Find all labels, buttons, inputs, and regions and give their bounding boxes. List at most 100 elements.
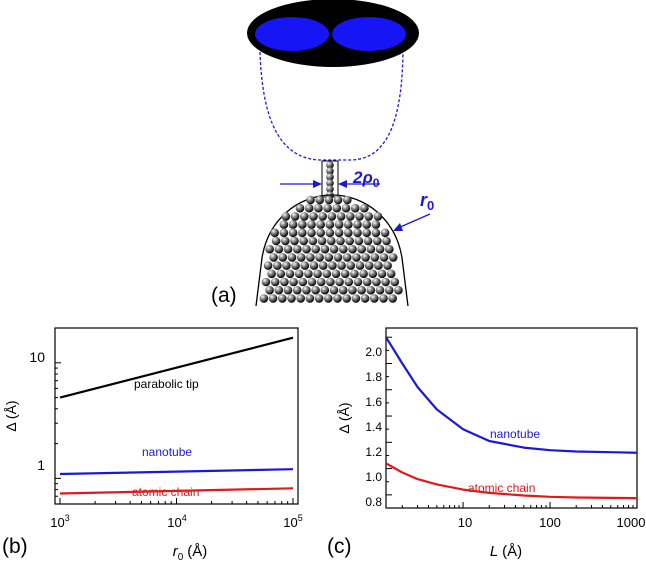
atom — [373, 236, 382, 246]
atom — [332, 203, 342, 213]
atom — [311, 244, 321, 254]
atom — [384, 285, 394, 295]
atom — [352, 253, 361, 262]
atom — [299, 236, 309, 246]
atom — [281, 236, 290, 246]
r0-arrowhead — [393, 223, 403, 231]
atom — [315, 253, 324, 262]
atom — [279, 220, 289, 229]
emission-spot-right — [332, 17, 406, 51]
atom — [318, 212, 328, 221]
atom — [370, 294, 379, 303]
atom — [373, 212, 383, 221]
atom — [296, 294, 306, 303]
atom — [261, 277, 271, 287]
atom — [324, 253, 334, 262]
panel-b-ylabel: Δ (Å) — [3, 400, 19, 431]
atom — [300, 212, 309, 221]
atom — [307, 220, 316, 229]
atom — [309, 261, 319, 270]
atom — [343, 195, 352, 205]
atom — [276, 269, 286, 279]
atom — [374, 261, 383, 270]
atom — [265, 285, 274, 295]
panel-c-xtick-1000: 1000 — [617, 515, 646, 530]
atom — [292, 285, 302, 295]
atom — [380, 228, 390, 238]
atom — [394, 285, 403, 295]
atom — [316, 228, 326, 238]
atom — [327, 212, 337, 221]
atom — [388, 253, 398, 262]
atom — [336, 212, 346, 221]
beam-envelope — [259, 51, 404, 161]
atom — [327, 236, 336, 246]
r0-arrow — [397, 213, 431, 229]
atom — [361, 253, 370, 262]
atom — [362, 228, 372, 238]
atom — [313, 269, 322, 279]
atom — [357, 285, 366, 295]
atom — [269, 253, 278, 262]
atom — [300, 261, 310, 270]
atom — [298, 220, 307, 229]
rho-label: 2ρ0 — [352, 168, 380, 190]
atom — [317, 236, 327, 246]
atom — [342, 253, 352, 262]
atom — [379, 294, 388, 303]
atom — [296, 253, 306, 262]
atom — [270, 228, 280, 238]
atom — [333, 253, 343, 262]
panel-c-annot-chain: atomic chain — [468, 481, 535, 495]
atom — [341, 203, 351, 213]
panel-b: 1 10 103 104 105 Δ (Å) r0 (Å) parabolic t… — [2, 327, 303, 563]
atom — [322, 269, 332, 279]
atom — [268, 294, 278, 303]
panel-b-ytick-10: 10 — [29, 349, 45, 365]
atom — [381, 277, 390, 287]
panel-b-xtick-1e4: 104 — [167, 513, 186, 530]
atom — [304, 269, 313, 279]
atom — [279, 228, 289, 238]
tip-atoms — [259, 195, 403, 303]
panel-c-label: (c) — [327, 535, 352, 558]
atom — [348, 285, 357, 295]
atom — [278, 294, 287, 303]
atom — [353, 220, 362, 229]
atom — [274, 244, 284, 254]
atom — [290, 212, 300, 221]
atom — [337, 261, 346, 270]
atom — [355, 261, 365, 270]
panel-c: 0.8 1.0 1.2 1.4 1.6 1.8 2.0 10 100 1000 … — [327, 327, 646, 560]
atom — [326, 185, 334, 193]
panel-b-annot-nanotube: nanotube — [142, 445, 192, 459]
atom — [385, 244, 394, 254]
panel-c-ytick-1.2: 1.2 — [365, 445, 382, 459]
panel-a-label: (a) — [211, 284, 237, 307]
atom — [388, 294, 398, 303]
atom — [304, 203, 314, 213]
atom — [263, 261, 273, 270]
atom — [377, 269, 387, 279]
atom — [281, 212, 291, 221]
atom — [329, 285, 339, 295]
atom — [278, 253, 288, 262]
atom — [360, 203, 369, 213]
panel-b-ytick-1: 1 — [37, 457, 45, 473]
panel-c-ytick-1.4: 1.4 — [365, 420, 382, 434]
panel-b-xtick-1e5: 105 — [283, 513, 302, 530]
atom — [326, 161, 334, 169]
series-line-parabolic-tip — [59, 336, 294, 399]
atom — [308, 236, 318, 246]
atom — [298, 277, 308, 287]
atom — [333, 294, 342, 303]
atom — [280, 277, 289, 287]
panel-c-xlabel: L (Å) — [490, 543, 522, 560]
series-line-nanotube — [386, 336, 637, 454]
atom — [288, 228, 298, 238]
atom — [350, 269, 359, 279]
atom — [346, 261, 356, 270]
atom — [366, 285, 376, 295]
panel-b-xlabel: r0 (Å) — [173, 543, 208, 563]
